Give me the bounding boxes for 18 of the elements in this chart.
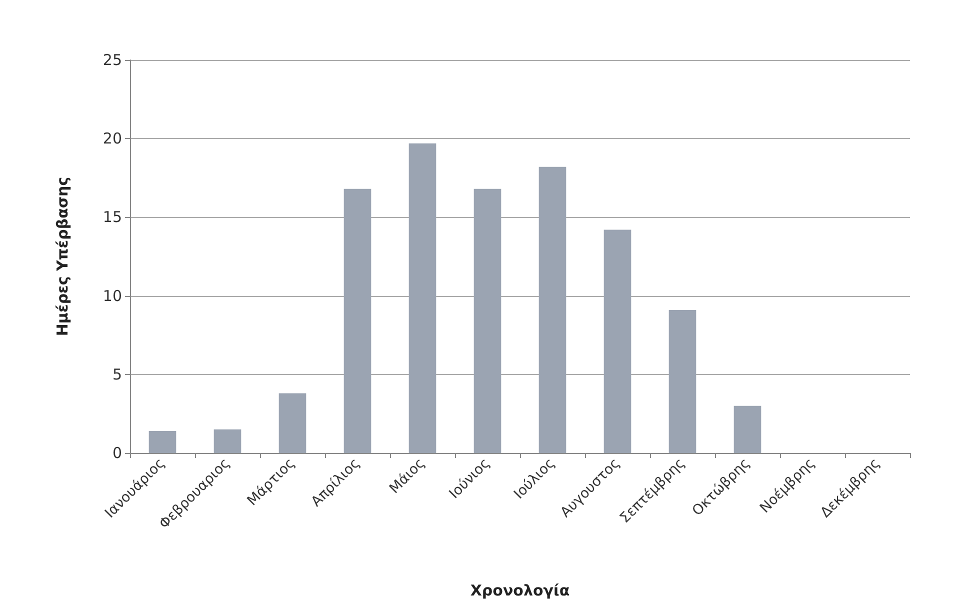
bar bbox=[408, 143, 436, 453]
y-tick-label: 0 bbox=[112, 444, 122, 462]
bar bbox=[214, 429, 242, 453]
bar bbox=[668, 310, 696, 453]
x-axis-title: Χρονολογία bbox=[470, 582, 570, 600]
y-tick-label: 5 bbox=[112, 365, 122, 384]
bar bbox=[474, 188, 502, 453]
bar bbox=[278, 393, 306, 453]
bar bbox=[148, 430, 176, 453]
bar bbox=[734, 406, 762, 453]
y-tick-label: 25 bbox=[102, 51, 122, 69]
y-tick-label: 15 bbox=[102, 208, 122, 226]
y-tick-label: 20 bbox=[102, 130, 122, 148]
y-tick-label: 10 bbox=[102, 286, 122, 305]
y-axis-title: Ημέρες Υπέρβασης bbox=[54, 176, 72, 336]
bar bbox=[344, 188, 372, 453]
bar bbox=[538, 166, 566, 453]
bar bbox=[604, 230, 632, 453]
